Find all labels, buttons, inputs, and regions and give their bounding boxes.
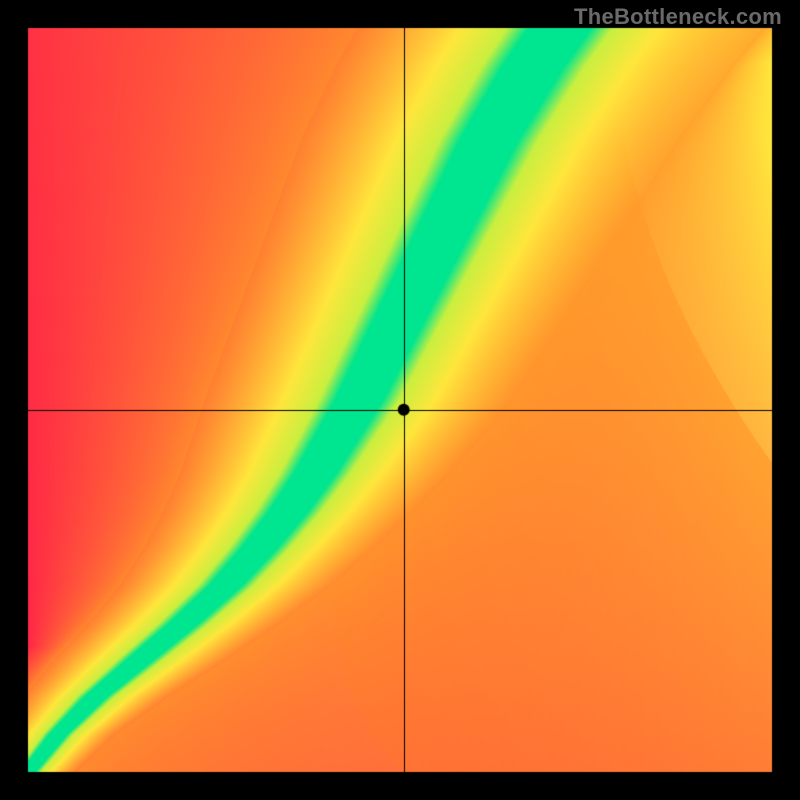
bottleneck-heatmap-canvas [0, 0, 800, 800]
watermark-text: TheBottleneck.com [574, 4, 782, 30]
